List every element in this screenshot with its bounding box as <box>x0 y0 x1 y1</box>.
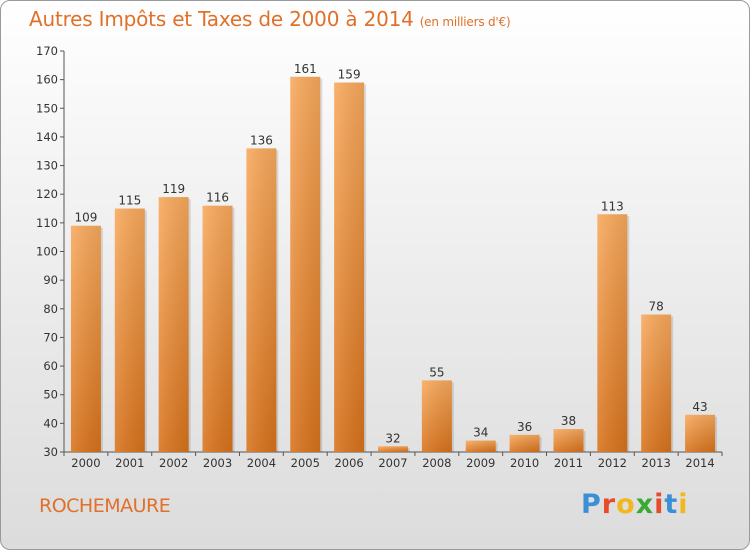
logo-letter: i <box>678 489 689 520</box>
value-label-2009: 34 <box>473 426 488 440</box>
commune-name: ROCHEMAURE <box>39 495 171 517</box>
bar-shade-2006 <box>334 82 365 452</box>
y-tick-label: 130 <box>36 159 58 173</box>
bar-shade-2002 <box>158 197 189 452</box>
y-tick-label: 40 <box>43 416 58 430</box>
value-label-2001: 115 <box>118 194 141 208</box>
value-label-2006: 159 <box>338 68 361 82</box>
value-label-2007: 32 <box>385 431 400 445</box>
bar-shade-2005 <box>290 76 321 453</box>
proxiti-logo: Proxiti <box>581 489 689 520</box>
bar-shade-2009 <box>465 440 496 452</box>
y-tick-label: 70 <box>43 330 58 344</box>
y-tick-label: 160 <box>36 73 58 87</box>
y-tick-label: 100 <box>36 245 58 259</box>
bar-shade-2004 <box>246 148 277 452</box>
value-label-2004: 136 <box>250 133 273 147</box>
logo-letter: x <box>635 489 655 520</box>
bar-shade-2007 <box>378 446 408 452</box>
y-tick-label: 120 <box>36 187 58 201</box>
bar-shade-2010 <box>509 434 540 452</box>
value-label-2011: 38 <box>561 414 576 428</box>
x-tick-label-2014: 2014 <box>685 456 714 470</box>
x-tick-label-2005: 2005 <box>291 456 320 470</box>
x-tick-label-2000: 2000 <box>71 456 100 470</box>
x-tick-label-2001: 2001 <box>115 456 144 470</box>
x-tick-label-2010: 2010 <box>510 456 539 470</box>
logo-letter: i <box>654 489 665 520</box>
y-tick-label: 80 <box>43 302 58 316</box>
value-label-2010: 36 <box>517 420 532 434</box>
chart-title: Autres Impôts et Taxes de 2000 à 2014 (en… <box>29 7 511 31</box>
value-label-2000: 109 <box>74 211 97 225</box>
x-tick-label-2003: 2003 <box>203 456 232 470</box>
logo-letter: t <box>664 489 679 520</box>
value-label-2013: 78 <box>649 300 664 314</box>
x-tick-label-2002: 2002 <box>159 456 188 470</box>
value-label-2012: 113 <box>601 199 624 213</box>
y-tick-label: 170 <box>36 44 58 58</box>
chart-bars <box>70 76 718 453</box>
y-tick-label: 110 <box>36 216 58 230</box>
value-label-2008: 55 <box>429 365 444 379</box>
logo-letter: o <box>616 489 636 520</box>
chart-value-labels: 109 2000 115 2001 119 2002 116 2003 136 2004 161 20… <box>71 62 714 470</box>
value-label-2005: 161 <box>294 62 317 76</box>
bar-shade-2000 <box>70 225 101 452</box>
bar-shade-2013 <box>641 314 672 452</box>
y-tick-label: 30 <box>43 445 58 459</box>
value-label-2002: 119 <box>162 182 185 196</box>
bar-shade-2014 <box>685 414 716 452</box>
chart-title-text: Autres Impôts et Taxes de 2000 à 2014 <box>29 7 414 31</box>
y-tick-label: 150 <box>36 101 58 115</box>
bar-shade-2012 <box>597 214 628 452</box>
logo-letter: P <box>581 489 602 520</box>
x-tick-label-2004: 2004 <box>247 456 276 470</box>
x-tick-label-2013: 2013 <box>642 456 671 470</box>
logo-letter: r <box>601 489 617 520</box>
x-tick-label-2007: 2007 <box>378 456 407 470</box>
x-tick-label-2012: 2012 <box>598 456 627 470</box>
y-tick-label: 60 <box>43 359 58 373</box>
x-tick-label-2008: 2008 <box>422 456 451 470</box>
chart-axes: 30 40 50 60 70 80 90 100 110 120 130 140 150 160 170 <box>36 44 723 459</box>
x-tick-label-2006: 2006 <box>334 456 363 470</box>
bar-shade-2008 <box>421 380 452 452</box>
x-tick-label-2011: 2011 <box>554 456 583 470</box>
x-tick-label-2009: 2009 <box>466 456 495 470</box>
bar-shade-2003 <box>202 205 233 452</box>
y-tick-label: 90 <box>43 273 58 287</box>
bar-shade-2011 <box>553 429 584 452</box>
value-label-2003: 116 <box>206 191 229 205</box>
value-label-2014: 43 <box>692 400 707 414</box>
y-tick-label: 50 <box>43 388 58 402</box>
chart-subtitle: (en milliers d'€) <box>419 15 511 29</box>
bar-shade-2001 <box>114 208 145 452</box>
y-tick-label: 140 <box>36 130 58 144</box>
